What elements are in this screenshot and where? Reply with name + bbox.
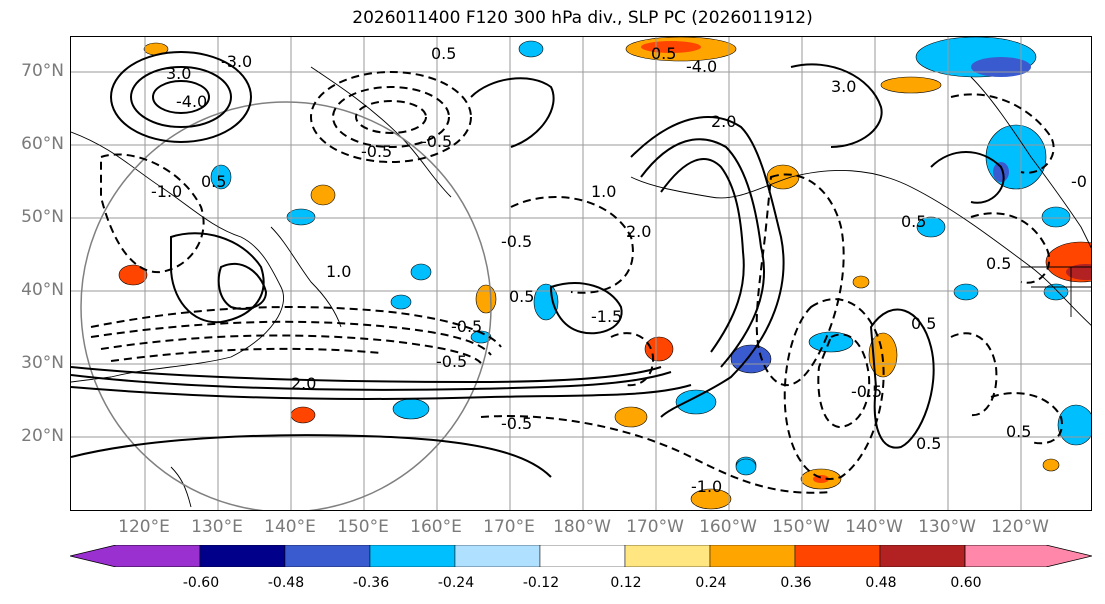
colorbar-segment: [369, 544, 456, 568]
colorbar-segment: [454, 544, 541, 568]
contour-label: 3.0: [831, 77, 856, 96]
colorbar-tick-label: -0.36: [352, 575, 390, 591]
contour-labels: 3.0 -3.0 -4.0 0.5 -0.5 -1.0 1.0 -0.5 2.0…: [151, 44, 1087, 496]
contour-label: -0.5: [421, 132, 452, 151]
colorbar-segment: [709, 544, 796, 568]
colorbar-tick-label: -0.60: [182, 575, 220, 591]
colorbar: [69, 544, 1093, 568]
colorbar-segment: [539, 544, 626, 568]
lon-label: 180°W: [553, 517, 611, 537]
lon-label: 130°E: [191, 517, 243, 537]
contour-label: 1.0: [326, 262, 351, 281]
lat-label: 40°N: [21, 280, 64, 300]
range-circle: [80, 101, 492, 510]
colorbar-tick-label: 0.60: [950, 575, 982, 591]
positive-contours: [71, 51, 1005, 478]
contour-label: -1.0: [691, 477, 722, 496]
divergence-shading: [118, 37, 1091, 510]
contour-label: -0.5: [451, 317, 482, 336]
colorbar-segment: [879, 544, 966, 568]
contour-label: 0.5: [509, 287, 534, 306]
contour-label: 3.0: [166, 64, 191, 83]
colorbar-graphic: [69, 544, 1093, 568]
contour-label: 0.5: [916, 434, 941, 453]
contour-label: 2.0: [626, 222, 651, 241]
colorbar-tick-label: -0.24: [437, 575, 475, 591]
lat-label: 60°N: [21, 134, 64, 154]
contour-label: -0: [1071, 172, 1087, 191]
lon-label: 140°W: [845, 517, 903, 537]
contour-label: -0.5: [501, 414, 532, 433]
contour-label: 0.5: [651, 44, 676, 63]
contour-label: -4.0: [176, 92, 207, 111]
negative-contours: [90, 71, 1063, 494]
lat-label: 70°N: [21, 61, 64, 81]
colorbar-segment: [794, 544, 881, 568]
contour-label: -4.0: [686, 57, 717, 76]
map-canvas: 3.0 -3.0 -4.0 0.5 -0.5 -1.0 1.0 -0.5 2.0…: [71, 37, 1091, 510]
contour-label: -3.0: [221, 52, 252, 71]
lon-label: 150°E: [337, 517, 389, 537]
lon-label: 140°E: [264, 517, 316, 537]
lon-label: 160°W: [699, 517, 757, 537]
contour-label: -0.5: [851, 382, 882, 401]
colorbar-tick-label: 0.24: [695, 575, 727, 591]
contour-label: 0.5: [986, 254, 1011, 273]
contour-label: -1.5: [591, 307, 622, 326]
contour-label: -1.0: [151, 182, 182, 201]
contour-label: -0.5: [361, 142, 392, 161]
colorbar-segment: [964, 544, 1093, 568]
contour-label: 0.5: [201, 172, 226, 191]
lat-label: 20°N: [21, 426, 64, 446]
contour-label: 0.5: [911, 314, 936, 333]
colorbar-tick-label: -0.48: [267, 575, 305, 591]
colorbar-segment: [69, 544, 201, 568]
lat-label: 50°N: [21, 207, 64, 227]
contour-label: 0.5: [901, 212, 926, 231]
contour-label: -0.5: [436, 352, 467, 371]
contour-label: 1.0: [591, 182, 616, 201]
lon-label: 160°E: [410, 517, 462, 537]
lon-label: 170°E: [483, 517, 535, 537]
colorbar-tick-label: 0.12: [610, 575, 642, 591]
coastlines: [71, 66, 1091, 508]
lon-label: 170°W: [626, 517, 684, 537]
contour-label: 0.5: [431, 44, 456, 63]
map-title: 2026011400 F120 300 hPa div., SLP PC (20…: [352, 8, 813, 28]
lon-label: 150°W: [772, 517, 830, 537]
colorbar-tick-label: -0.12: [522, 575, 560, 591]
contour-label: -0.5: [501, 232, 532, 251]
lat-label: 30°N: [21, 353, 64, 373]
colorbar-segment: [624, 544, 711, 568]
contour-label: 2.0: [291, 374, 316, 393]
lon-label: 120°W: [991, 517, 1049, 537]
contour-label: 2.0: [711, 112, 736, 131]
colorbar-tick-label: 0.48: [865, 575, 897, 591]
colorbar-tick-label: 0.36: [780, 575, 812, 591]
colorbar-segment: [199, 544, 286, 568]
contour-label: 0.5: [1006, 422, 1031, 441]
colorbar-segment: [284, 544, 371, 568]
lon-label: 120°E: [118, 517, 170, 537]
lon-label: 130°W: [918, 517, 976, 537]
map-panel: 3.0 -3.0 -4.0 0.5 -0.5 -1.0 1.0 -0.5 2.0…: [70, 36, 1092, 511]
